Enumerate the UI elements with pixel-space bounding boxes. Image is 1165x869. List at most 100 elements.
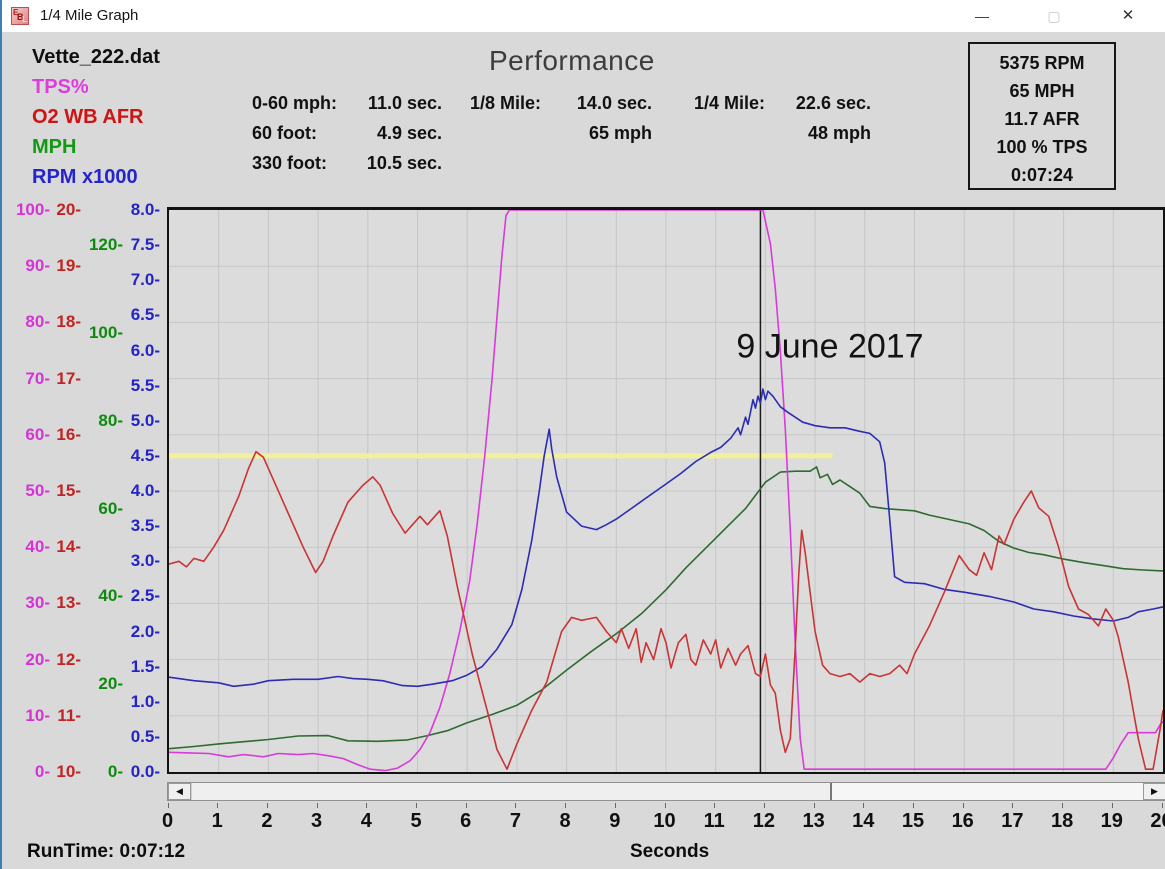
axis-tick-tps: 0- (34, 762, 50, 781)
x-tick-label: 5 (410, 810, 422, 832)
scroll-right-icon: ▶ (1151, 786, 1158, 796)
app-icon: E B L (11, 7, 29, 25)
runtime-label: RunTime: 0:07:12 (27, 841, 186, 862)
stat-value: 14.0 sec. (576, 93, 652, 113)
title-bar: E B L 1/4 Mile Graph — ▢ ✕ (2, 0, 1165, 32)
legend-item: TPS% (32, 76, 89, 98)
app-icon-letter: E (13, 8, 19, 17)
readout-line: 100 % TPS (996, 137, 1088, 157)
axis-tick-tps: 40- (25, 537, 50, 557)
axis-tick-afr: 11- (57, 705, 81, 725)
axis-tick-afr: 12- (56, 649, 81, 669)
x-tick-mark (1062, 803, 1064, 808)
x-tick-mark (167, 803, 169, 808)
axis-tick-afr: 14- (56, 537, 81, 557)
x-tick-label: 11 (703, 810, 725, 832)
performance-title: Performance (489, 45, 655, 76)
stat-value: 65 mph (588, 123, 652, 143)
axis-tick-rpm: 5.5- (130, 375, 160, 395)
axis-tick-mph: 20- (98, 674, 123, 694)
x-tick-label: 6 (460, 810, 472, 832)
axis-tick-mph: 100- (88, 322, 123, 342)
axis-tick-rpm: 4.0- (130, 481, 160, 500)
axis-tick-rpm: 0.0- (130, 762, 160, 781)
axis-tick-tps: 60- (25, 424, 50, 444)
axis-tick-rpm: 7.0- (130, 270, 160, 290)
horizontal-scrollbar[interactable]: ◀ ▶ (167, 782, 1165, 801)
x-tick-mark (316, 803, 318, 808)
axis-tick-mph: 0- (107, 762, 123, 781)
stat-row: 1/4 Mile: 22.6 sec. (694, 93, 871, 123)
scroll-left-button[interactable]: ◀ (168, 783, 191, 800)
x-tick-label: 18 (1050, 810, 1074, 832)
stats-column: 1/8 Mile: 14.0 sec. 65 mph (470, 93, 652, 153)
x-tick-label: 15 (901, 810, 925, 832)
x-tick-label: 14 (852, 810, 875, 832)
x-tick-label: 10 (653, 810, 676, 832)
x-tick-label: 12 (752, 810, 776, 832)
minimize-button[interactable]: — (975, 8, 989, 24)
x-tick-mark (863, 803, 865, 808)
axis-tick-afr: 19- (56, 256, 81, 276)
stat-value: 10.5 sec. (366, 153, 442, 173)
readout-line: 65 MPH (1009, 81, 1075, 101)
scrollbar-thumb[interactable] (191, 783, 832, 800)
axis-tick-rpm: 1.5- (130, 656, 160, 676)
axis-tick-afr: 10- (56, 762, 81, 781)
axis-tick-afr: 16- (56, 424, 81, 444)
maximize-button[interactable]: ▢ (1047, 8, 1061, 24)
stat-label: 1/8 Mile: (470, 93, 542, 113)
legend-item: O2 WB AFR (32, 106, 144, 128)
axis-tick-rpm: 6.0- (130, 340, 160, 360)
readout-line: 5375 RPM (999, 53, 1085, 73)
x-tick-label: 8 (559, 810, 571, 832)
axis-tick-rpm: 6.5- (130, 305, 160, 325)
axis-tick-rpm: 3.0- (130, 551, 160, 571)
axis-tick-rpm: 4.5- (130, 445, 160, 465)
stat-row: 48 mph (694, 123, 871, 153)
x-tick-mark (913, 803, 914, 808)
x-tick-mark (962, 803, 964, 808)
app-icon-letter: L (22, 15, 27, 24)
axis-tick-mph: 80- (98, 410, 123, 430)
stats-column: 1/4 Mile: 22.6 sec. 48 mph (694, 93, 871, 153)
x-tick-mark (1161, 803, 1163, 808)
x-tick-label: 16 (951, 810, 974, 832)
x-tick-label: 3 (311, 810, 323, 832)
stat-value: 22.6 sec. (795, 93, 871, 113)
x-tick-label: 19 (1100, 810, 1123, 832)
chart-plot-area[interactable]: 9 June 2017 (167, 207, 1165, 774)
x-tick-label: 20 (1150, 810, 1165, 832)
reference-line-yellow (169, 453, 833, 459)
x-tick-label: 7 (509, 810, 521, 832)
x-tick-label: 13 (802, 810, 825, 832)
axis-tick-tps: 80- (25, 312, 50, 332)
x-tick-mark (565, 803, 567, 808)
axis-tick-afr: 20- (56, 200, 81, 219)
window-title: 1/4 Mile Graph (40, 7, 139, 24)
stat-row: 0-60 mph: 11.0 sec. (252, 93, 442, 123)
axis-tick-afr: 17- (56, 368, 81, 388)
stat-label: 60 foot: (252, 123, 317, 143)
x-axis-title: Seconds (630, 841, 710, 862)
x-tick-label: 2 (261, 810, 273, 832)
legend-item: MPH (32, 136, 77, 158)
stat-label: 1/4 Mile: (694, 93, 766, 113)
x-tick-label: 1 (211, 810, 223, 832)
axis-tick-rpm: 8.0- (130, 200, 160, 219)
stat-row: 60 foot: 4.9 sec. (252, 123, 442, 153)
axis-tick-afr: 18- (56, 312, 81, 332)
stat-value: 11.0 sec. (367, 93, 442, 113)
legend-item: RPM x1000 (32, 166, 138, 188)
axis-tick-tps: 70- (25, 368, 50, 388)
axis-tick-rpm: 2.0- (130, 621, 160, 641)
axis-tick-rpm: 3.5- (130, 516, 160, 536)
axis-tick-afr: 15- (56, 481, 81, 500)
scroll-right-button[interactable]: ▶ (1143, 783, 1165, 800)
stat-value: 4.9 sec. (376, 123, 442, 143)
x-tick-mark (813, 803, 815, 808)
x-tick-mark (664, 803, 666, 808)
afr-curve (169, 450, 1163, 771)
close-button[interactable]: ✕ (1121, 7, 1135, 24)
axis-tick-rpm: 7.5- (130, 235, 160, 255)
